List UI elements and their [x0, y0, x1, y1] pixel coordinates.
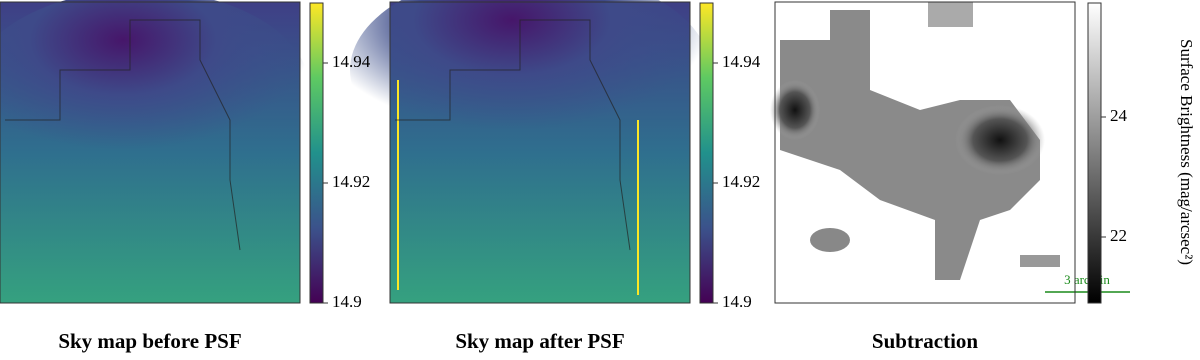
panel	[350, 0, 710, 304]
frame	[0, 1, 301, 304]
sky-map-feature	[928, 2, 973, 27]
sky-map-feature	[0, 0, 310, 190]
colorbar-tick-label: 14.94	[722, 52, 761, 71]
colorbar	[1087, 2, 1102, 304]
panel-title: Sky map after PSF	[455, 329, 624, 353]
colorbar-tick-label: 22	[1110, 226, 1127, 245]
sky-map-feature	[770, 80, 820, 140]
frame	[389, 1, 691, 304]
sky-map-feature	[955, 105, 1045, 175]
panel-title: Sky map before PSF	[58, 329, 241, 353]
sky-map-feature	[780, 10, 1040, 280]
sky-map-feature	[1020, 255, 1060, 267]
sky-map-feature	[810, 228, 850, 252]
colorbar-tick-label: 14.9	[332, 292, 362, 311]
contour	[395, 19, 631, 251]
colorbar-tick-label: 14.92	[722, 172, 760, 191]
colorbar-tick-label: 14.94	[332, 52, 371, 71]
panel	[0, 0, 310, 304]
colorbar-label: Surface Brightness (mag/arcsec²)	[1177, 39, 1196, 265]
scale-bar-label: 3 arcmin	[1064, 272, 1110, 287]
colorbar-tick-label: 14.92	[332, 172, 370, 191]
panel-title: Subtraction	[872, 329, 979, 353]
contour	[5, 19, 241, 251]
frame	[774, 1, 1076, 304]
panel: 3 arcmin	[770, 1, 1130, 304]
colorbar-tick-label: 14.9	[722, 292, 752, 311]
colorbar	[309, 2, 324, 304]
colorbar-tick-label: 24	[1110, 106, 1128, 125]
colorbar	[699, 2, 714, 304]
